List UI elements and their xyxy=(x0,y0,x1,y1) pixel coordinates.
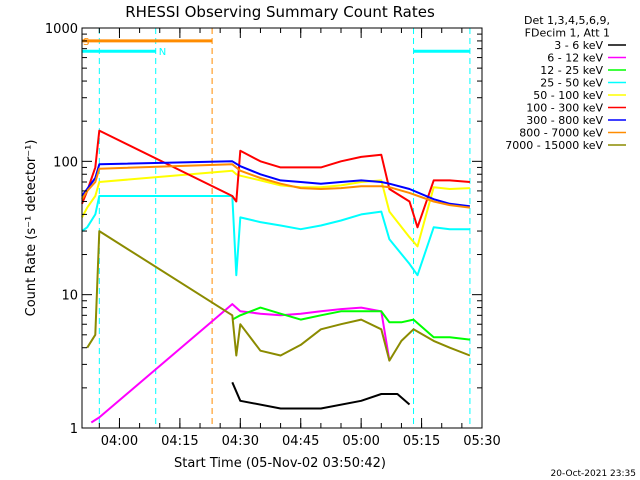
x-tick-label-0400: 04:00 xyxy=(101,434,138,449)
series-layer xyxy=(81,129,471,424)
legend-label-3: 25 - 50 keV xyxy=(540,77,603,90)
flag-bars-layer: SN xyxy=(82,37,470,58)
y-tick-label-1: 1 xyxy=(70,422,78,437)
chart-title: RHESSI Observing Summary Count Rates xyxy=(125,3,435,21)
series-line-1 xyxy=(90,303,391,424)
y-axis-label: Count Rate (s⁻¹ detector⁻¹) xyxy=(24,140,39,317)
legend-label-6: 300 - 800 keV xyxy=(526,114,603,127)
y-tick-label-100: 100 xyxy=(53,155,78,170)
x-tick-label-0445: 04:45 xyxy=(282,434,319,449)
x-tick-label-0515: 05:15 xyxy=(403,434,440,449)
legend-header-0: Det 1,3,4,5,6,9, xyxy=(524,14,610,27)
legend-label-5: 100 - 300 keV xyxy=(526,102,603,115)
legend-label-4: 50 - 100 keV xyxy=(533,89,603,102)
legend-label-1: 6 - 12 keV xyxy=(547,52,603,65)
x-tick-label-0415: 04:15 xyxy=(161,434,198,449)
legend-label-8: 7000 - 15000 keV xyxy=(505,139,603,152)
series-line-3 xyxy=(81,195,470,277)
flag-label-S: S xyxy=(83,37,89,48)
series-line-4 xyxy=(81,169,470,248)
plot-frame xyxy=(81,27,483,429)
y-tick-label-1000: 1000 xyxy=(45,22,78,37)
x-axis-ticks: 04:00 04:15 04:30 04:45 05:00 05:15 05:30 xyxy=(98,28,501,449)
series-line-6 xyxy=(81,160,471,208)
series-line-8 xyxy=(86,230,471,362)
legend: Det 1,3,4,5,6,9,FDecim 1, Att 13 - 6 keV… xyxy=(505,14,626,152)
x-tick-label-0500: 05:00 xyxy=(342,434,379,449)
series-line-0 xyxy=(231,381,411,410)
series-line-5 xyxy=(81,129,470,229)
legend-label-0: 3 - 6 keV xyxy=(554,39,603,52)
y-tick-label-10: 10 xyxy=(61,289,78,304)
flag-label-N: N xyxy=(159,47,166,58)
legend-header-1: FDecim 1, Att 1 xyxy=(525,27,610,40)
vertical-markers-layer xyxy=(98,28,471,428)
x-axis-label: Start Time (05-Nov-02 03:50:42) xyxy=(174,456,386,471)
series-line-2 xyxy=(231,306,471,341)
y-axis-ticks: 1 10 100 1000 xyxy=(45,22,482,437)
legend-label-7: 800 - 7000 keV xyxy=(519,127,603,140)
x-tick-label-0530: 05:30 xyxy=(463,434,500,449)
footer-timestamp: 20-Oct-2021 23:35 xyxy=(551,469,636,479)
legend-label-2: 12 - 25 keV xyxy=(540,64,603,77)
x-tick-label-0430: 04:30 xyxy=(222,434,259,449)
series-line-7 xyxy=(81,163,471,209)
